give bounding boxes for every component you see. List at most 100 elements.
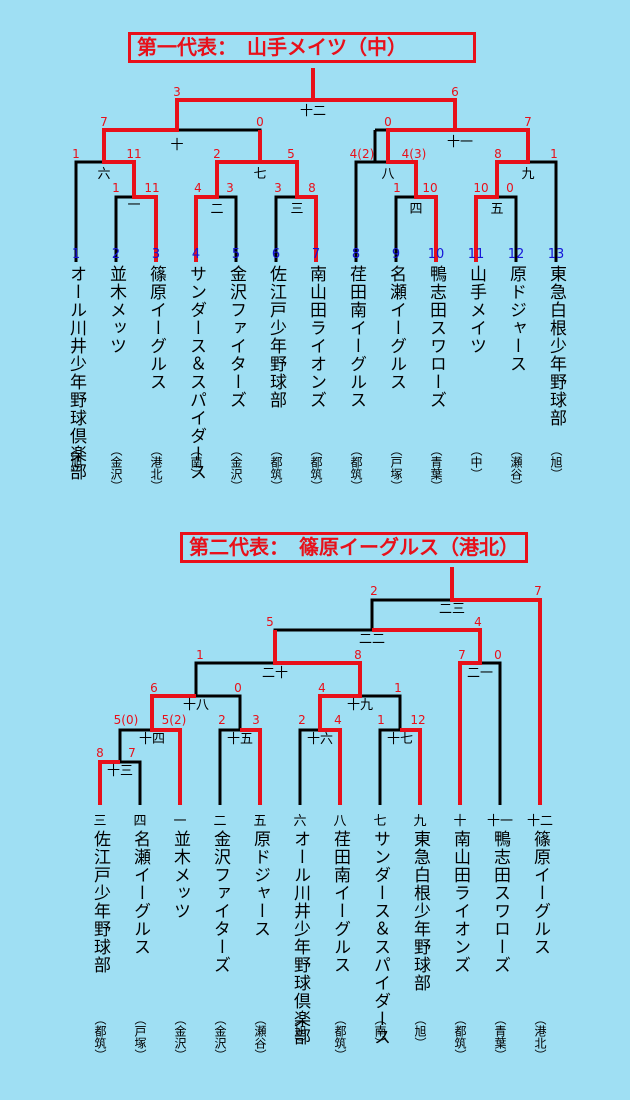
seed-number: 4 bbox=[191, 247, 201, 262]
score: 4 bbox=[318, 681, 326, 695]
seed-number: 7 bbox=[311, 247, 321, 262]
slot-label: 十 bbox=[453, 814, 467, 829]
game-label: 十二 bbox=[300, 104, 326, 119]
seed-number: 12 bbox=[507, 247, 525, 262]
s2-winner-path bbox=[400, 728, 422, 805]
team-area: （都筑） bbox=[93, 1013, 107, 1061]
score: 0 bbox=[494, 648, 502, 662]
score: 5(2) bbox=[162, 713, 187, 727]
team-area: （旭） bbox=[549, 444, 563, 480]
score: 7 bbox=[524, 115, 532, 129]
slot-label: 七 bbox=[373, 814, 387, 829]
team-area: （港北） bbox=[149, 444, 163, 492]
game-label: 十四 bbox=[139, 732, 165, 747]
s2-winner-path bbox=[273, 630, 362, 805]
team-area: （金沢） bbox=[229, 444, 243, 492]
team-area: （金沢） bbox=[109, 444, 123, 492]
team-area: （金沢） bbox=[213, 1013, 227, 1061]
team-name: 佐江戸少年野球部 bbox=[90, 830, 110, 974]
score: 0 bbox=[234, 681, 242, 695]
game-label: 二 bbox=[210, 202, 223, 217]
score: 1 bbox=[377, 713, 385, 727]
s2-winner-path bbox=[240, 728, 262, 805]
score: 8 bbox=[96, 746, 104, 760]
seed-number: 10 bbox=[427, 247, 445, 262]
team-area: （南） bbox=[373, 1013, 387, 1049]
team-name: 東急白根少年野球部 bbox=[410, 830, 430, 992]
score: 8 bbox=[354, 648, 362, 662]
team-name: オール川井少年野球倶楽部 bbox=[290, 830, 310, 1046]
s1-winner-path bbox=[102, 68, 315, 262]
score: 10 bbox=[422, 181, 437, 195]
game-label: 十五 bbox=[227, 732, 253, 747]
score: 1 bbox=[72, 147, 80, 161]
team-name: 原ドジャース bbox=[250, 830, 270, 938]
game-label: 六 bbox=[97, 167, 110, 182]
seed-number: 9 bbox=[391, 247, 401, 262]
team-area: （都筑） bbox=[333, 1013, 347, 1061]
score: 1 bbox=[393, 181, 401, 195]
section2-title: 第二代表： 篠原イーグルス（港北） bbox=[180, 532, 528, 563]
team-name: 鴨志田スワローズ bbox=[426, 265, 446, 409]
team-area: （青葉） bbox=[493, 1013, 507, 1061]
team-name: 並木メッツ bbox=[106, 265, 126, 355]
score: 8 bbox=[308, 181, 316, 195]
s2-winner-path bbox=[450, 567, 542, 805]
score: 7 bbox=[534, 584, 542, 598]
team-name: サンダース＆スパイダース bbox=[186, 265, 206, 481]
score: 3 bbox=[173, 85, 181, 99]
game-label: 十九 bbox=[347, 698, 373, 713]
team-name: 鴨志田スワローズ bbox=[490, 830, 510, 974]
team-name: オール川井少年野球倶楽部 bbox=[66, 265, 86, 481]
team-name: 金沢ファイターズ bbox=[210, 830, 230, 974]
game-label: 十一 bbox=[447, 135, 473, 150]
team-area: （金沢） bbox=[173, 1013, 187, 1061]
team-area: （瀬谷） bbox=[509, 444, 523, 492]
slot-label: 二 bbox=[213, 814, 227, 829]
team-area: （青葉） bbox=[429, 444, 443, 492]
s2-winner-path bbox=[98, 760, 120, 805]
team-name: 南山田ライオンズ bbox=[306, 265, 326, 409]
game-label: 二十 bbox=[262, 666, 288, 681]
score: 0 bbox=[506, 181, 514, 195]
score: 4(2) bbox=[350, 147, 375, 161]
slot-label: 十二 bbox=[526, 814, 554, 829]
team-area: （旭） bbox=[413, 1013, 427, 1049]
team-area: （戸塚） bbox=[389, 444, 403, 492]
score: 12 bbox=[410, 713, 425, 727]
s1-winner-path bbox=[313, 98, 530, 262]
score: 4 bbox=[334, 713, 342, 727]
seed-number: 11 bbox=[467, 247, 485, 262]
slot-label: 五 bbox=[253, 814, 267, 829]
team-area: （旭） bbox=[69, 444, 83, 480]
score: 6 bbox=[451, 85, 459, 99]
team-name: 南山田ライオンズ bbox=[450, 830, 470, 974]
s1-bracket-line bbox=[528, 160, 558, 262]
team-area: （南） bbox=[189, 444, 203, 480]
team-area: （旭） bbox=[293, 1013, 307, 1049]
score: 4 bbox=[194, 181, 202, 195]
score: 5 bbox=[287, 147, 295, 161]
team-name: 篠原イーグルス bbox=[530, 830, 550, 956]
seed-number: 8 bbox=[351, 247, 361, 262]
team-area: （都筑） bbox=[453, 1013, 467, 1061]
score: 3 bbox=[252, 713, 260, 727]
seed-number: 2 bbox=[111, 247, 121, 262]
score: 10 bbox=[473, 181, 488, 195]
score: 11 bbox=[144, 181, 159, 195]
game-label: 四 bbox=[409, 202, 422, 217]
game-label: 三 bbox=[290, 202, 303, 217]
score: 0 bbox=[384, 115, 392, 129]
score: 1 bbox=[394, 681, 402, 695]
game-label: 十 bbox=[170, 138, 183, 153]
team-name: 原ドジャース bbox=[506, 265, 526, 373]
team-name: 名瀬イーグルス bbox=[386, 265, 406, 391]
team-area: （都筑） bbox=[349, 444, 363, 492]
score: 2 bbox=[218, 713, 226, 727]
team-name: 金沢ファイターズ bbox=[226, 265, 246, 409]
seed-number: 6 bbox=[271, 247, 281, 262]
team-area: （戸塚） bbox=[133, 1013, 147, 1061]
game-label: 十三 bbox=[107, 764, 133, 779]
